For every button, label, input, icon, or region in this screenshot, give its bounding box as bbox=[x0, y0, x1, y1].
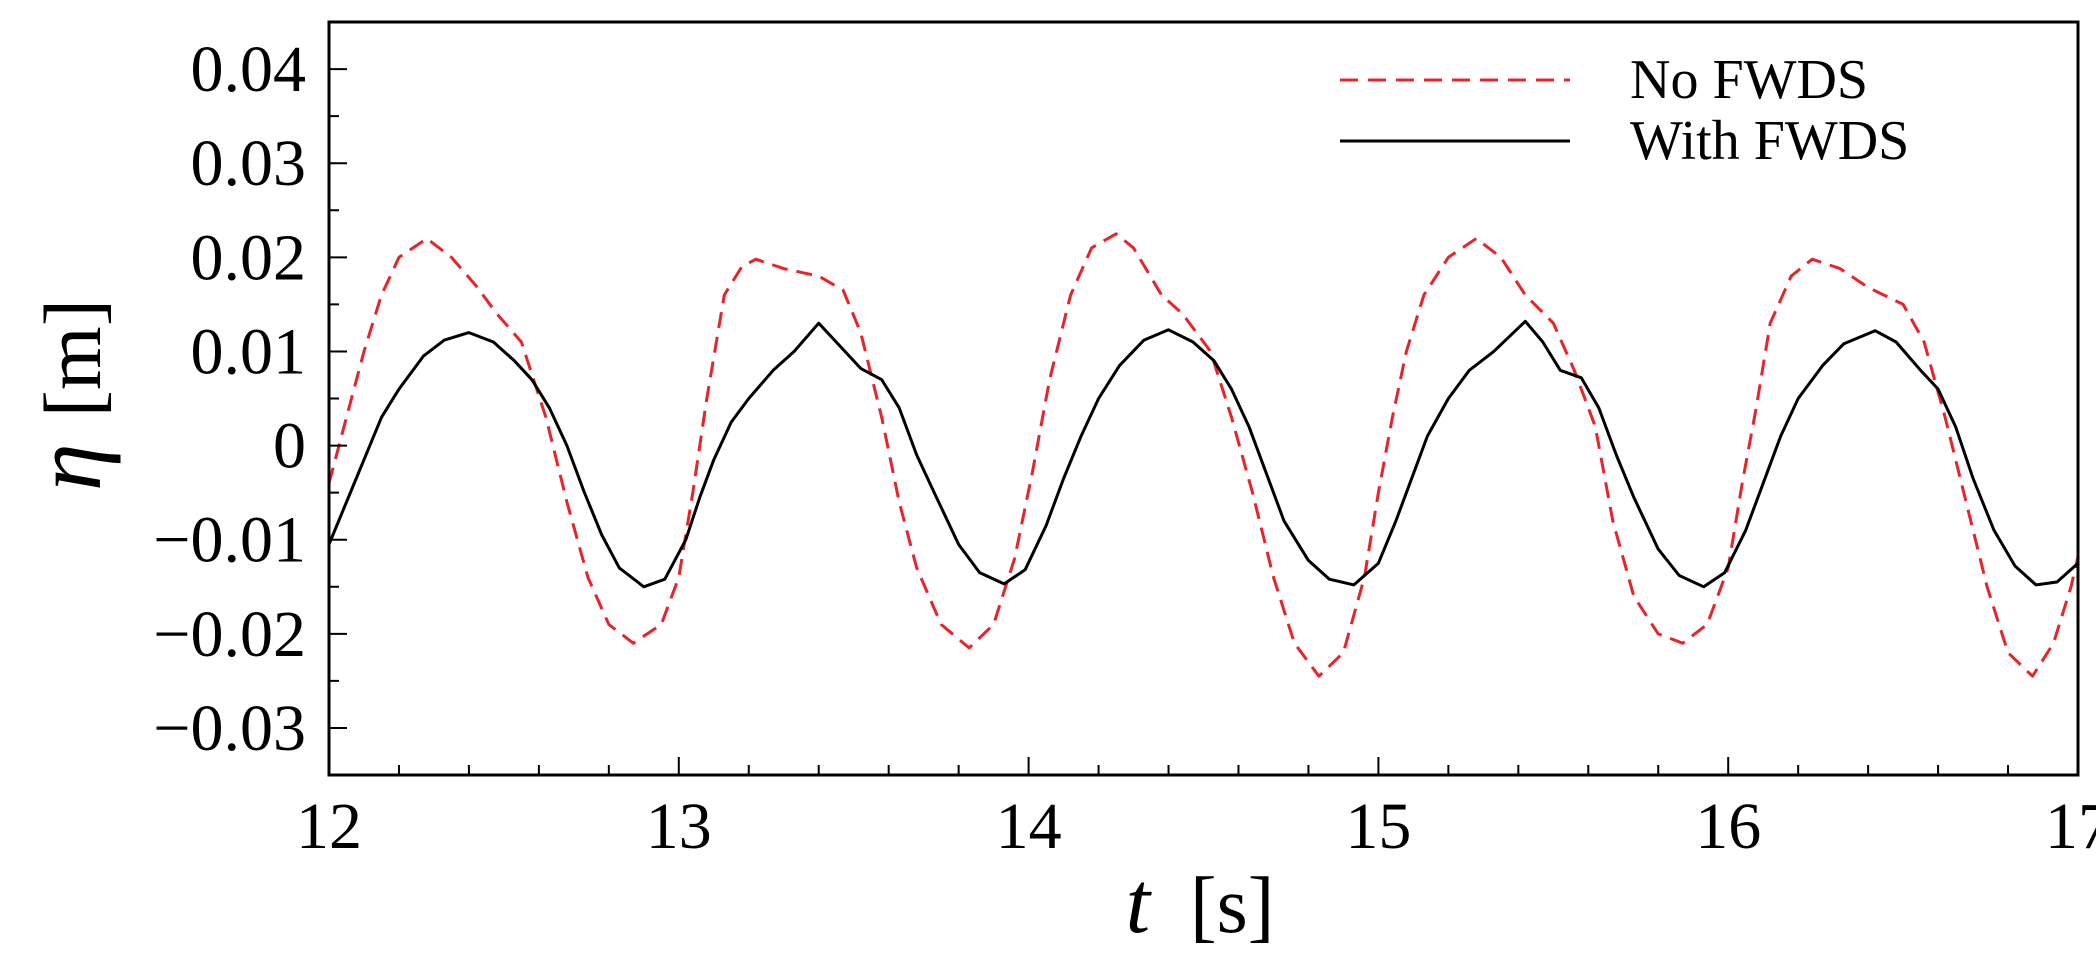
x-tick-label: 16 bbox=[1695, 790, 1761, 863]
x-axis: 12 13 14 15 16 17 bbox=[296, 757, 2096, 863]
y-tick-label: 0.03 bbox=[191, 127, 307, 200]
x-tick-label: 13 bbox=[646, 790, 712, 863]
y-tick-label: 0 bbox=[273, 410, 306, 483]
y-axis-symbol: η bbox=[14, 443, 121, 491]
x-tick-label: 14 bbox=[996, 790, 1062, 863]
y-tick-label: 0.04 bbox=[191, 33, 307, 106]
series-layer bbox=[329, 232, 2078, 678]
legend-label-no-fwds: No FWDS bbox=[1630, 49, 1868, 111]
x-tick-label: 17 bbox=[2045, 790, 2096, 863]
legend: No FWDS With FWDS bbox=[1340, 49, 1909, 172]
y-tick-label: −0.01 bbox=[153, 504, 306, 577]
y-tick-label: −0.02 bbox=[153, 598, 306, 671]
y-axis: 0.04 0.03 0.02 0.01 0 −0.01 −0.02 −0.03 bbox=[153, 21, 347, 776]
y-axis-title: η [m] bbox=[14, 299, 121, 491]
series-line-with-fwds bbox=[329, 319, 2078, 589]
y-axis-unit: [m] bbox=[27, 299, 118, 417]
y-tick-label: −0.03 bbox=[153, 692, 306, 765]
y-tick-label: 0.02 bbox=[191, 221, 307, 294]
series-line-no-fwds bbox=[329, 232, 2078, 678]
x-tick-label: 15 bbox=[1345, 790, 1411, 863]
y-tick-label: 0.01 bbox=[191, 315, 307, 388]
x-axis-title: t [s] bbox=[1126, 855, 1275, 952]
x-axis-symbol: t bbox=[1126, 855, 1153, 952]
x-axis-unit: [s] bbox=[1190, 862, 1274, 950]
x-tick-label: 12 bbox=[296, 790, 362, 863]
legend-label-with-fwds: With FWDS bbox=[1630, 110, 1909, 172]
